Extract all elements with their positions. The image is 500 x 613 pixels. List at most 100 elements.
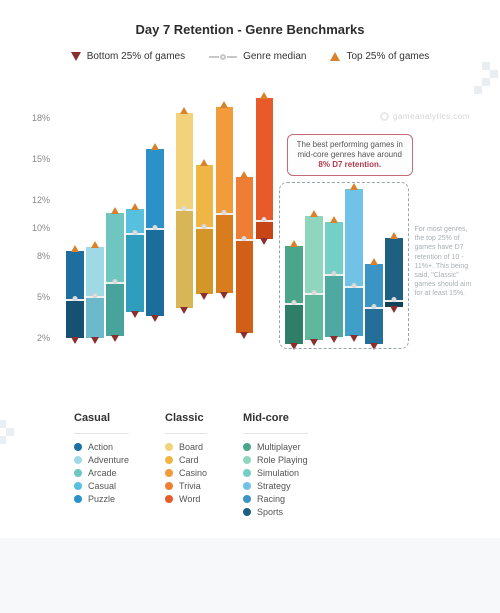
- y-tick: 2%: [20, 333, 50, 343]
- legend-item-label: Casual: [88, 481, 116, 491]
- y-tick: 8%: [20, 251, 50, 261]
- legend-item-label: Strategy: [257, 481, 291, 491]
- top-marker-icon: [180, 107, 188, 114]
- marker-legend: Bottom 25% of games Genre median Top 25%…: [20, 51, 480, 62]
- legend-item: Arcade: [74, 468, 129, 478]
- swatch-icon: [74, 482, 82, 490]
- triangle-down-icon: [71, 52, 81, 61]
- swatch-icon: [165, 469, 173, 477]
- category-legend: CasualActionAdventureArcadeCasualPuzzleC…: [74, 412, 480, 520]
- bars-container: [66, 90, 472, 366]
- bar-action: [66, 90, 84, 366]
- legend-item-label: Puzzle: [88, 494, 115, 504]
- top-marker-icon: [71, 245, 79, 252]
- decoration: [0, 420, 38, 460]
- y-tick: 12%: [20, 195, 50, 205]
- legend-item-label: Arcade: [88, 468, 117, 478]
- top-marker-icon: [260, 92, 268, 99]
- legend-item-label: Action: [88, 442, 113, 452]
- bar-puzzle: [146, 90, 164, 366]
- bottom-marker-icon: [151, 315, 159, 322]
- plot-area: gameanalytics.com 2%5%8%10%12%15%18% The…: [54, 90, 476, 366]
- legend-item: Simulation: [243, 468, 308, 478]
- bottom-marker-icon: [200, 293, 208, 300]
- legend-item-label: Role Playing: [257, 455, 308, 465]
- bar-casual: [126, 90, 144, 366]
- y-tick: 15%: [20, 154, 50, 164]
- bar-trivia: [236, 90, 254, 366]
- bottom-marker-icon: [240, 332, 248, 339]
- legend-bottom-label: Bottom 25% of games: [87, 51, 185, 62]
- legend-item-label: Sports: [257, 507, 283, 517]
- top-marker-icon: [91, 241, 99, 248]
- legend-item: Card: [165, 455, 207, 465]
- swatch-icon: [74, 456, 82, 464]
- top-marker-icon: [151, 143, 159, 150]
- top-marker-icon: [220, 101, 228, 108]
- legend-median-label: Genre median: [243, 51, 306, 62]
- bottom-marker-icon: [220, 292, 228, 299]
- bar-card: [196, 90, 214, 366]
- legend-top-label: Top 25% of games: [346, 51, 429, 62]
- legend-item-label: Word: [179, 494, 200, 504]
- bar-adventure: [86, 90, 104, 366]
- y-tick: 10%: [20, 223, 50, 233]
- bar-word: [256, 90, 274, 366]
- legend-group-casual: Casual Action Adventure Arcade Casual Puzzle: [74, 412, 129, 520]
- annotation-callout: The best performing games inmid-core gen…: [287, 134, 413, 176]
- legend-item-label: Adventure: [88, 455, 129, 465]
- legend-group-header: Casual: [74, 412, 129, 425]
- legend-item: Casual: [74, 481, 129, 491]
- top-marker-icon: [111, 207, 119, 214]
- legend-item: Sports: [243, 507, 308, 517]
- swatch-icon: [243, 443, 251, 451]
- top-marker-icon: [131, 203, 139, 210]
- y-tick: 18%: [20, 113, 50, 123]
- legend-group-mid-core: Mid-coreMultiplayerRole PlayingSimulatio…: [243, 412, 308, 520]
- swatch-icon: [165, 482, 173, 490]
- bottom-marker-icon: [111, 335, 119, 342]
- legend-item-label: Casino: [179, 468, 207, 478]
- legend-bottom: Bottom 25% of games: [71, 51, 185, 62]
- legend-item-label: Card: [179, 455, 199, 465]
- bottom-marker-icon: [131, 311, 139, 318]
- swatch-icon: [243, 469, 251, 477]
- annotation-sidenote: For most genres, the top 25% of games ha…: [415, 225, 479, 298]
- legend-top: Top 25% of games: [330, 51, 429, 62]
- top-marker-icon: [200, 159, 208, 166]
- swatch-icon: [165, 495, 173, 503]
- median-icon: [209, 54, 237, 60]
- swatch-icon: [243, 508, 251, 516]
- legend-item: Multiplayer: [243, 442, 308, 452]
- chart-title: Day 7 Retention - Genre Benchmarks: [20, 22, 480, 37]
- annotation-dashed-box: [279, 182, 409, 349]
- swatch-icon: [165, 456, 173, 464]
- legend-item: Racing: [243, 494, 308, 504]
- legend-item-label: Simulation: [257, 468, 299, 478]
- legend-item: Strategy: [243, 481, 308, 491]
- swatch-icon: [74, 469, 82, 477]
- bar-casino: [216, 90, 234, 366]
- bottom-marker-icon: [91, 337, 99, 344]
- legend-item-label: Racing: [257, 494, 285, 504]
- top-marker-icon: [240, 171, 248, 178]
- legend-item-label: Board: [179, 442, 203, 452]
- swatch-icon: [243, 495, 251, 503]
- bottom-marker-icon: [180, 307, 188, 314]
- legend-item: Trivia: [165, 481, 207, 491]
- chart-page: Day 7 Retention - Genre Benchmarks Botto…: [0, 0, 500, 538]
- bottom-marker-icon: [71, 337, 79, 344]
- legend-item: Role Playing: [243, 455, 308, 465]
- legend-item: Casino: [165, 468, 207, 478]
- legend-group-header: Classic: [165, 412, 207, 425]
- swatch-icon: [74, 495, 82, 503]
- legend-median: Genre median: [209, 51, 306, 62]
- swatch-icon: [243, 482, 251, 490]
- y-tick: 5%: [20, 292, 50, 302]
- swatch-icon: [165, 443, 173, 451]
- legend-item: Action: [74, 442, 129, 452]
- legend-item-label: Multiplayer: [257, 442, 301, 452]
- bar-board: [176, 90, 194, 366]
- legend-item: Board: [165, 442, 207, 452]
- legend-item-label: Trivia: [179, 481, 201, 491]
